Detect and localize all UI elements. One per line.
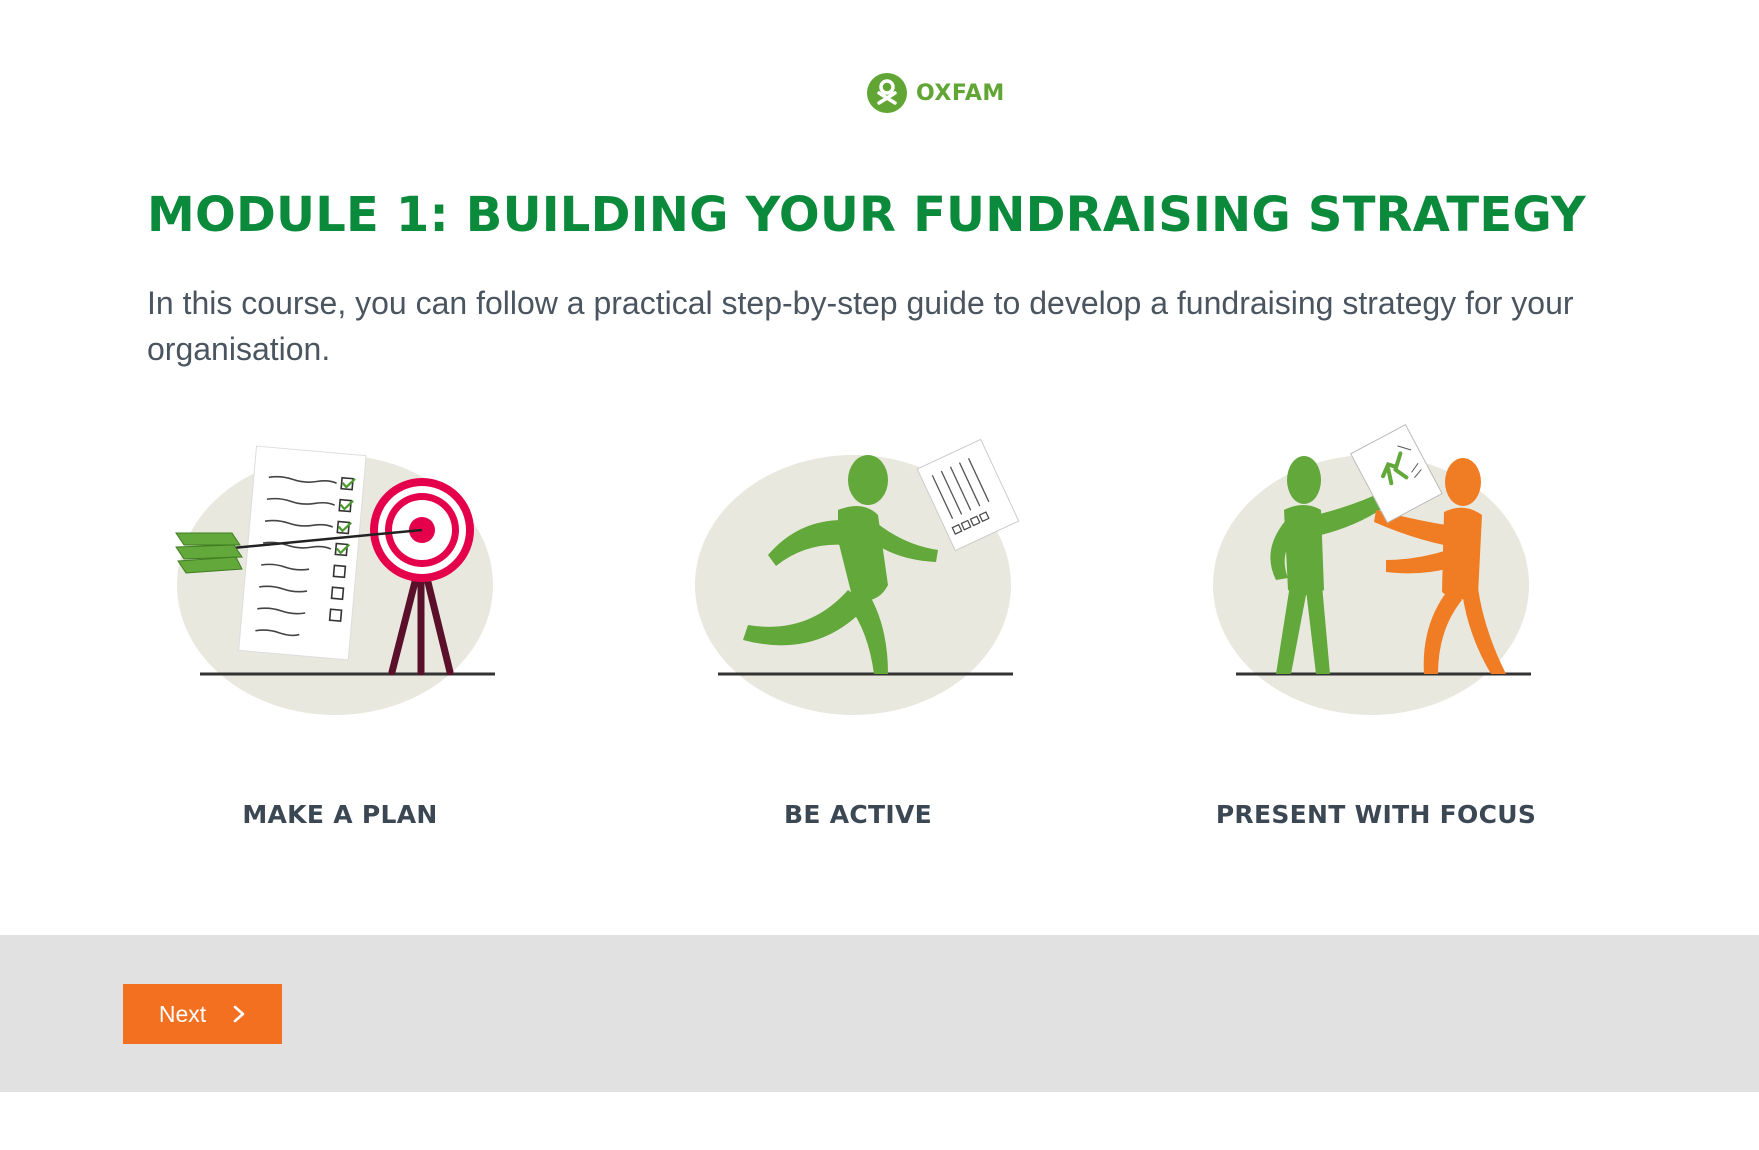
feature-label: MAKE A PLAN [242, 800, 438, 829]
presenting-people-illustration [1213, 423, 1531, 715]
feature-label: BE ACTIVE [783, 800, 932, 829]
navigation-bar: Next [0, 935, 1759, 1092]
next-button[interactable]: Next [123, 984, 282, 1044]
intro-text: In this course, you can follow a practic… [147, 285, 1574, 367]
running-person-illustration [695, 438, 1020, 715]
feature-label: PRESENT WITH FOCUS [1215, 800, 1537, 829]
oxfam-logo-icon [867, 73, 907, 113]
features-row: MAKE A PLAN [130, 410, 1630, 850]
feature-be-active: BE ACTIVE [648, 410, 1068, 850]
feature-present-with-focus: PRESENT WITH FOCUS [1166, 410, 1586, 850]
feature-make-a-plan: MAKE A PLAN [130, 410, 550, 850]
checklist-target-illustration [175, 445, 495, 715]
chevron-right-icon [233, 1005, 245, 1023]
page-title: Module 1: Building your fundraising stra… [147, 187, 1586, 243]
next-button-label: Next [158, 1000, 207, 1027]
oxfam-logo: OXFAM [866, 72, 1005, 114]
oxfam-logo-text: OXFAM [916, 80, 1005, 106]
